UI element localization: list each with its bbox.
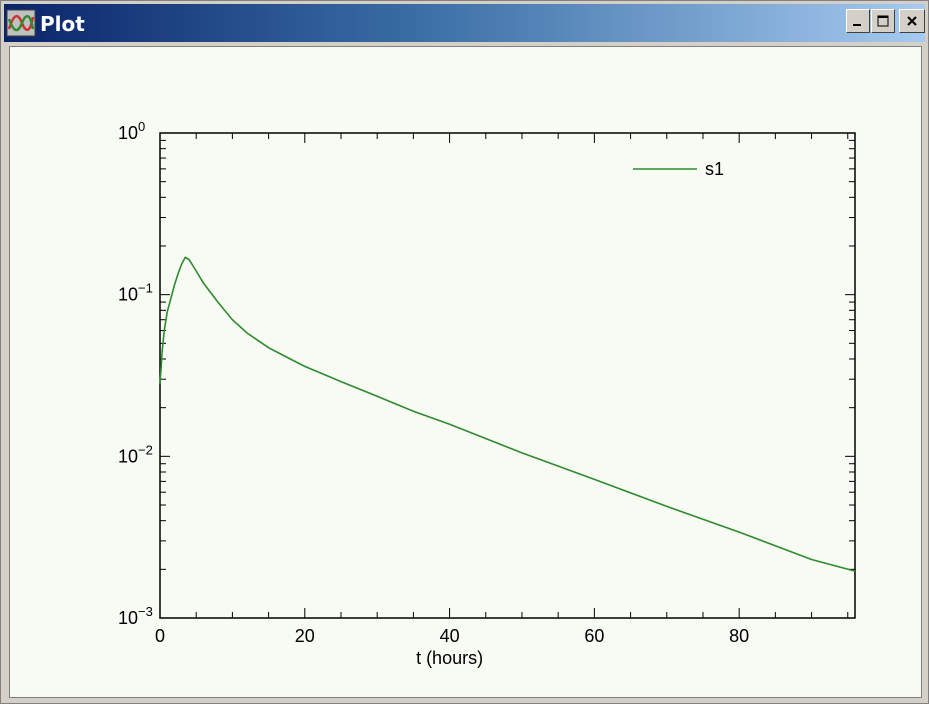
x-tick-label: 80 <box>729 626 749 646</box>
legend-label-s1: s1 <box>705 159 724 179</box>
minimize-button[interactable] <box>846 9 870 33</box>
plot-area: 0 20 40 60 80 100 10−1 10−2 10−3 t (hours) s1 <box>9 46 922 698</box>
plot-frame <box>159 132 856 619</box>
x-tick-label: 60 <box>584 626 604 646</box>
x-tick-labels: 0 20 40 60 80 <box>155 626 749 646</box>
x-tick-label: 40 <box>440 626 460 646</box>
maximize-button[interactable] <box>871 9 895 33</box>
y-tick-label: 10−2 <box>118 442 153 466</box>
maximize-icon <box>877 15 889 27</box>
log-line-chart: 0 20 40 60 80 100 10−1 10−2 10−3 t (hours) s1 <box>118 119 856 668</box>
x-axis-label: t (hours) <box>416 648 483 668</box>
y-tick-label: 100 <box>118 119 145 143</box>
window-title: Plot <box>40 12 85 36</box>
x-tick-label: 20 <box>295 626 315 646</box>
close-icon <box>907 16 917 26</box>
x-tick-label: 0 <box>155 626 165 646</box>
close-button[interactable] <box>899 9 925 33</box>
y-tick-labels: 100 10−1 10−2 10−3 <box>118 119 153 628</box>
plot-app-icon <box>6 9 36 37</box>
minimize-icon <box>853 24 861 26</box>
title-bar[interactable]: Plot <box>4 4 925 42</box>
y-tick-label: 10−1 <box>118 281 153 305</box>
y-tick-label: 10−3 <box>118 604 153 628</box>
legend: s1 <box>633 159 724 179</box>
series-line-s1 <box>159 256 856 572</box>
tick-marks <box>159 132 855 619</box>
